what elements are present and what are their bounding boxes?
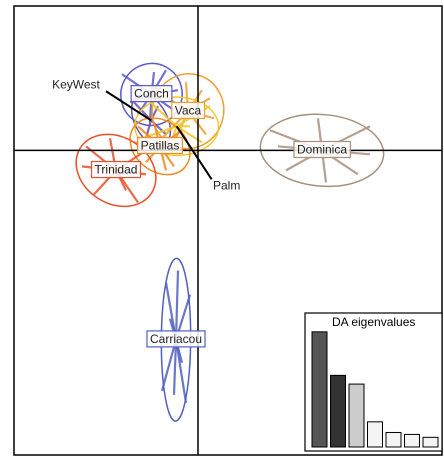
group-label: Conch: [134, 87, 169, 101]
eigen-bar: [404, 433, 420, 448]
label-box: [137, 136, 183, 155]
spoke: [145, 97, 178, 128]
group-label: KeyWest: [52, 77, 100, 91]
group-ellipse: [259, 113, 385, 188]
group-label: Vaca: [175, 103, 202, 117]
leader-line: [175, 125, 213, 180]
inset-title: DA eigenvalues: [332, 315, 415, 329]
group-label: Palm: [213, 178, 240, 192]
label-box: [130, 85, 173, 103]
eigen-bar: [422, 436, 439, 448]
group-label: Dominica: [297, 142, 347, 156]
group-label: Carriacou: [150, 332, 202, 346]
label-box: [146, 330, 206, 348]
spoke: [174, 270, 180, 340]
spoke: [172, 339, 178, 395]
eigen-bar: [367, 421, 383, 448]
group-label: Trinidad: [95, 163, 138, 177]
group-ellipse: [129, 117, 191, 176]
label-box: [90, 160, 142, 179]
inset-bars: [311, 331, 439, 448]
label-box: [171, 101, 206, 120]
label-box: [293, 140, 351, 159]
eigen-bar: [348, 383, 365, 448]
spoke: [160, 339, 178, 392]
leader-line: [105, 90, 152, 122]
eigen-bar: [330, 374, 346, 448]
group-ellipse: [75, 133, 157, 208]
eigen-bar: [385, 431, 402, 448]
group-label: Patillas: [141, 138, 180, 152]
eigen-bar: [311, 331, 328, 448]
